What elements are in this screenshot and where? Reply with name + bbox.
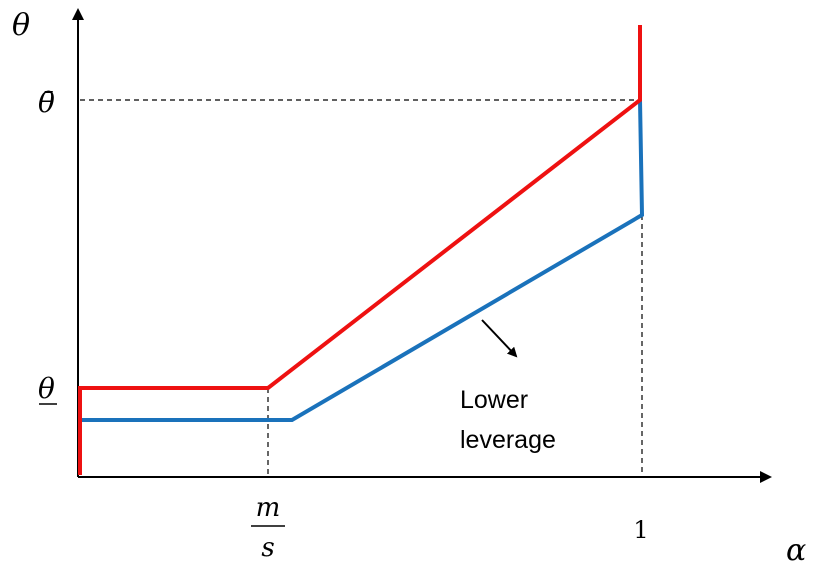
red-curve bbox=[78, 25, 642, 475]
x-axis-label: α bbox=[786, 533, 806, 567]
arrow-down-right-icon bbox=[481, 319, 518, 358]
svg-text:s: s bbox=[261, 533, 274, 563]
annotation-line-1: Lower bbox=[460, 386, 528, 414]
annotation-line-2: leverage bbox=[460, 426, 556, 454]
theta-underbar-label: θ bbox=[38, 372, 57, 405]
y-axis-label: θ bbox=[12, 8, 30, 43]
blue-curve bbox=[78, 99, 645, 475]
theta-bar-label: θ̄ bbox=[38, 86, 55, 119]
svg-text:m: m bbox=[256, 493, 281, 523]
m-over-s-label: m s bbox=[251, 493, 285, 563]
svg-text:θ: θ bbox=[38, 372, 55, 405]
one-label: 1 bbox=[633, 516, 648, 544]
